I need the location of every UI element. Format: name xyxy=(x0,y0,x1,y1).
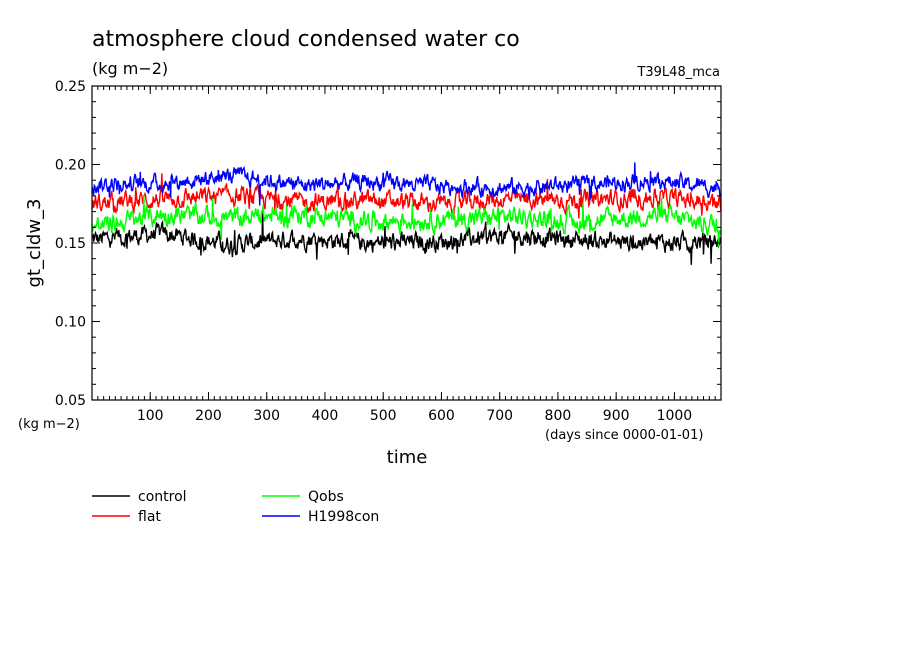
y-tick-label: 0.05 xyxy=(55,393,86,409)
legend: control flat Qobs H1998con xyxy=(92,489,379,525)
x-units-label: (days since 0000-01-01) xyxy=(545,428,703,443)
chart-title: atmosphere cloud condensed water co xyxy=(92,27,520,52)
y-axis-label: gt_cldw_3 xyxy=(24,199,45,288)
y-units-label: (kg m−2) xyxy=(18,417,80,432)
series-line-h1998con xyxy=(91,162,722,206)
x-tick-label: 700 xyxy=(486,408,513,424)
y-axis: 0.05 0.10 0.15 0.20 0.25 xyxy=(55,79,721,409)
x-axis-label: time xyxy=(387,447,428,468)
legend-label: flat xyxy=(138,509,161,525)
legend-label: Qobs xyxy=(308,489,344,505)
x-tick-label: 900 xyxy=(603,408,630,424)
chart-units: (kg m−2) xyxy=(92,59,168,78)
plot-area xyxy=(91,162,722,265)
x-tick-label: 200 xyxy=(195,408,222,424)
x-tick-label: 300 xyxy=(253,408,280,424)
y-tick-label: 0.10 xyxy=(55,315,86,331)
x-tick-label: 600 xyxy=(428,408,455,424)
x-axis: 100 200 300 400 500 600 700 800 900 1000 xyxy=(97,86,716,424)
y-tick-label: 0.20 xyxy=(55,158,86,174)
series-line-flat xyxy=(91,173,722,219)
x-tick-label: 400 xyxy=(312,408,339,424)
legend-label: control xyxy=(138,489,187,505)
x-tick-label: 1000 xyxy=(657,408,693,424)
x-tick-label: 500 xyxy=(370,408,397,424)
x-tick-label: 800 xyxy=(545,408,572,424)
x-tick-label: 100 xyxy=(137,408,164,424)
series-line-control xyxy=(91,211,722,265)
top-right-label: T39L48_mca xyxy=(636,65,720,80)
legend-label: H1998con xyxy=(308,509,379,525)
series-line-qobs xyxy=(91,194,722,247)
y-tick-label: 0.25 xyxy=(55,79,86,95)
y-tick-label: 0.15 xyxy=(55,236,86,252)
